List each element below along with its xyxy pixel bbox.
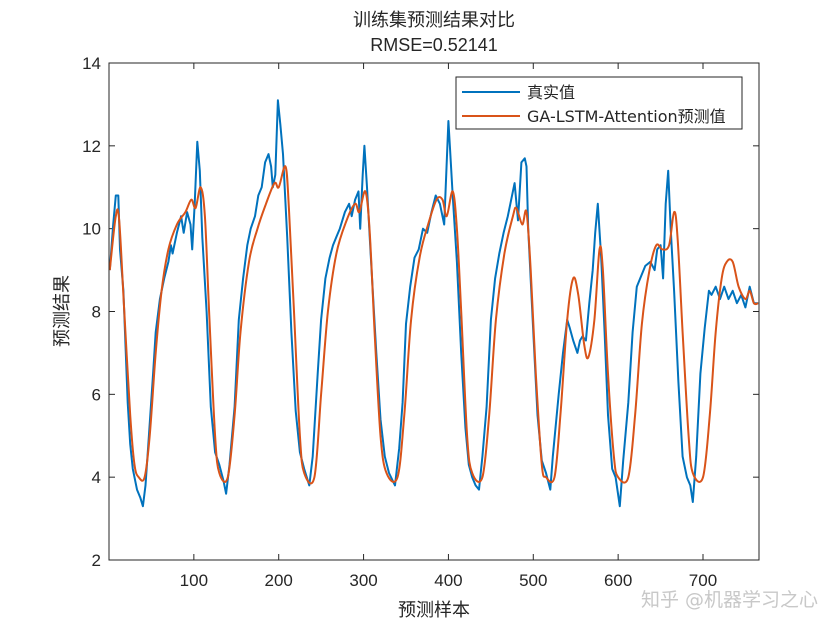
y-ticks: 2 4 6 8 10 12 14 xyxy=(82,54,759,570)
y-tick-label: 10 xyxy=(82,220,101,239)
chart-title: 训练集预测结果对比 xyxy=(353,10,515,31)
legend: 真实值 GA-LSTM-Attention预测值 xyxy=(455,76,743,130)
x-tick-label: 200 xyxy=(265,571,293,590)
y-tick-label: 6 xyxy=(92,385,101,404)
x-tick-label: 400 xyxy=(434,571,462,590)
x-tick-label: 700 xyxy=(689,571,717,590)
watermark: 知乎 @机器学习之心 xyxy=(641,589,818,611)
axes-box xyxy=(108,62,760,561)
x-tick-label: 600 xyxy=(604,571,632,590)
y-tick-label: 8 xyxy=(92,303,101,322)
legend-box xyxy=(455,76,743,130)
series-lines xyxy=(108,99,759,508)
y-tick-label: 4 xyxy=(92,468,101,487)
legend-label-predicted: GA-LSTM-Attention预测值 xyxy=(527,107,726,126)
series-line-actual xyxy=(108,99,759,508)
series-line-predicted xyxy=(108,165,759,485)
legend-label-actual: 真实值 xyxy=(527,83,575,102)
x-tick-label: 500 xyxy=(519,571,547,590)
x-tick-label: 100 xyxy=(180,571,208,590)
chart-subtitle: RMSE=0.52141 xyxy=(370,35,498,55)
x-tick-label: 300 xyxy=(349,571,377,590)
y-tick-label: 12 xyxy=(82,137,101,156)
y-tick-label: 14 xyxy=(82,54,101,73)
y-tick-label: 2 xyxy=(92,551,101,570)
plot-area xyxy=(109,63,759,560)
y-axis-label: 预测结果 xyxy=(52,275,73,347)
x-ticks: 100 200 300 400 500 600 700 xyxy=(180,63,717,590)
x-axis-label: 预测样本 xyxy=(398,600,470,621)
